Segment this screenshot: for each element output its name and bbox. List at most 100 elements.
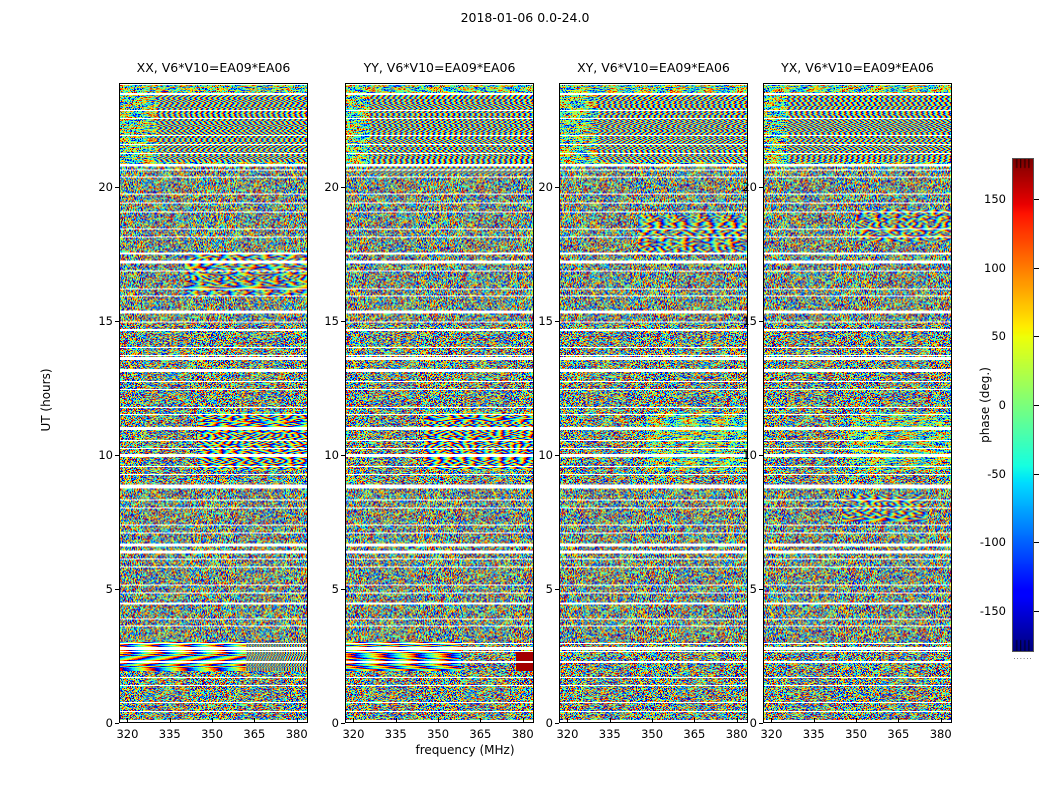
colorbar[interactable] <box>1012 158 1034 652</box>
y-tick-label: 5 <box>749 582 757 597</box>
y-tick-mark <box>115 455 119 457</box>
dynamic-spectrum-panel-yy[interactable] <box>345 83 534 723</box>
y-tick-label: 10 <box>742 448 757 463</box>
colorbar-tick-label: -100 <box>979 535 1006 550</box>
colorbar-tick-label: 100 <box>984 260 1006 275</box>
x-tick-mark <box>438 718 440 722</box>
x-tick-label: 320 <box>116 727 139 741</box>
y-tick-label: 5 <box>331 582 339 597</box>
y-tick-mark <box>341 455 345 457</box>
colorbar-tick-mark <box>1034 405 1039 406</box>
x-tick-mark <box>609 718 611 722</box>
dynamic-spectrum-panel-yx[interactable] <box>763 83 952 723</box>
x-tick-mark <box>652 718 654 722</box>
x-tick-mark <box>771 718 773 722</box>
x-tick-label: 320 <box>342 727 365 741</box>
x-tick-label: 380 <box>725 727 748 741</box>
y-tick-mark <box>115 723 119 724</box>
x-tick-mark <box>856 718 858 722</box>
y-tick-label: 0 <box>331 716 339 730</box>
x-tick-label: 335 <box>802 727 825 741</box>
y-tick-label: 0 <box>545 716 553 730</box>
colorbar-under-marker: ······ <box>1013 656 1033 662</box>
colorbar-tick-label: -150 <box>979 603 1006 618</box>
y-tick-mark <box>341 589 345 591</box>
x-tick-label: 320 <box>760 727 783 741</box>
y-tick-mark <box>555 187 559 189</box>
y-tick-label: 0 <box>105 716 113 730</box>
x-tick-mark <box>395 718 397 722</box>
x-tick-mark <box>940 718 942 722</box>
x-tick-label: 365 <box>887 727 910 741</box>
x-tick-label: 350 <box>845 727 868 741</box>
y-tick-mark <box>759 187 763 189</box>
y-tick-label: 15 <box>324 314 339 329</box>
y-tick-mark <box>555 589 559 591</box>
panel-title-yy: YY, V6*V10=EA09*EA06 <box>363 60 516 75</box>
x-axis-label: frequency (MHz) <box>415 743 515 757</box>
x-tick-mark <box>212 718 214 722</box>
x-tick-label: 335 <box>158 727 181 741</box>
y-tick-mark <box>759 455 763 457</box>
colorbar-tick-label: -50 <box>987 466 1006 481</box>
y-tick-mark <box>759 589 763 591</box>
y-tick-label: 10 <box>98 448 113 463</box>
x-tick-mark <box>353 718 355 722</box>
y-tick-label: 5 <box>545 582 553 597</box>
colorbar-tick-mark <box>1034 542 1039 544</box>
x-tick-label: 350 <box>641 727 664 741</box>
y-tick-mark <box>759 723 763 724</box>
x-tick-mark <box>522 718 524 722</box>
x-tick-label: 335 <box>598 727 621 741</box>
x-tick-label: 380 <box>929 727 952 741</box>
y-tick-mark <box>555 455 559 457</box>
y-tick-label: 15 <box>538 314 553 329</box>
dynamic-spectrum-panel-xx[interactable] <box>119 83 308 723</box>
x-tick-label: 365 <box>469 727 492 741</box>
panel-title-yx: YX, V6*V10=EA09*EA06 <box>781 60 934 75</box>
y-tick-label: 10 <box>538 448 553 463</box>
colorbar-tick-mark <box>1034 473 1039 475</box>
x-tick-mark <box>567 718 569 722</box>
x-tick-label: 365 <box>243 727 266 741</box>
x-tick-label: 380 <box>511 727 534 741</box>
y-tick-label: 10 <box>324 448 339 463</box>
y-tick-label: 5 <box>105 582 113 597</box>
x-tick-mark <box>296 718 298 722</box>
x-tick-label: 335 <box>384 727 407 741</box>
figure-suptitle: 2018-01-06 0.0-24.0 <box>460 10 590 25</box>
colorbar-tick-label: 0 <box>998 398 1006 412</box>
colorbar-tick-mark <box>1034 267 1039 269</box>
y-tick-mark <box>555 321 559 323</box>
colorbar-tick-mark <box>1034 610 1039 612</box>
x-tick-mark <box>813 718 815 722</box>
x-tick-mark <box>254 718 256 722</box>
y-tick-mark <box>341 187 345 189</box>
y-tick-label: 20 <box>538 180 553 195</box>
colorbar-tick-mark <box>1034 199 1039 201</box>
dynamic-spectrum-panel-xy[interactable] <box>559 83 748 723</box>
x-tick-mark <box>480 718 482 722</box>
y-tick-label: 20 <box>98 180 113 195</box>
panel-title-xy: XY, V6*V10=EA09*EA06 <box>577 60 730 75</box>
y-tick-mark <box>115 589 119 591</box>
x-tick-label: 350 <box>427 727 450 741</box>
x-tick-mark <box>694 718 696 722</box>
y-tick-mark <box>341 723 345 724</box>
y-tick-mark <box>115 321 119 323</box>
x-tick-mark <box>736 718 738 722</box>
y-tick-mark <box>555 723 559 724</box>
x-tick-label: 365 <box>683 727 706 741</box>
y-tick-mark <box>115 187 119 189</box>
y-tick-label: 20 <box>742 180 757 195</box>
x-tick-mark <box>898 718 900 722</box>
y-tick-label: 20 <box>324 180 339 195</box>
panel-title-xx: XX, V6*V10=EA09*EA06 <box>136 60 291 75</box>
x-tick-label: 380 <box>285 727 308 741</box>
colorbar-tick-label: 50 <box>991 329 1006 344</box>
y-tick-mark <box>759 321 763 323</box>
x-tick-label: 350 <box>201 727 224 741</box>
x-tick-label: 320 <box>556 727 579 741</box>
y-tick-mark <box>341 321 345 323</box>
